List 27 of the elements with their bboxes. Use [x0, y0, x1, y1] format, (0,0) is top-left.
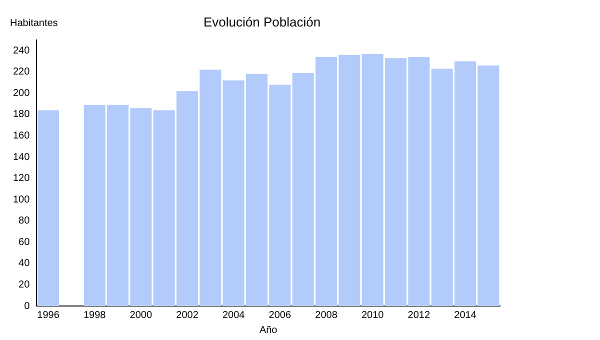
x-tick-label: 2002: [176, 310, 199, 321]
x-tick-label: 1996: [37, 310, 60, 321]
x-tick-label: 2000: [130, 310, 152, 321]
y-axis-title: Habitantes: [10, 18, 58, 29]
y-tick-label: 140: [12, 152, 30, 163]
y-tick-label: 220: [12, 66, 30, 78]
y-tick-label: 160: [12, 130, 30, 142]
y-tick-label: 20: [18, 279, 30, 290]
x-tick-label: 2014: [454, 310, 477, 321]
x-tick-label: 2010: [361, 310, 384, 321]
y-tick-label: 200: [12, 88, 30, 99]
x-axis-title: Año: [259, 324, 278, 336]
y-tick-label: 40: [18, 258, 30, 270]
x-tick-label: 2012: [408, 310, 430, 321]
y-tick-label: 100: [12, 194, 30, 206]
x-tick-label: 2004: [222, 310, 246, 321]
y-tick-label: 240: [12, 45, 30, 56]
x-tick-label: 2006: [268, 310, 292, 321]
y-tick-label: 120: [12, 173, 30, 184]
bar: [37, 110, 60, 306]
x-tick-label: 1998: [83, 310, 106, 321]
x-tick-label: 2008: [315, 310, 338, 321]
y-tick-label: 60: [18, 236, 30, 248]
y-tick-label: 80: [18, 216, 30, 227]
chart-title: Evolución Población: [203, 14, 321, 30]
y-tick-label: 0: [24, 300, 30, 312]
y-tick-label: 180: [12, 109, 30, 120]
